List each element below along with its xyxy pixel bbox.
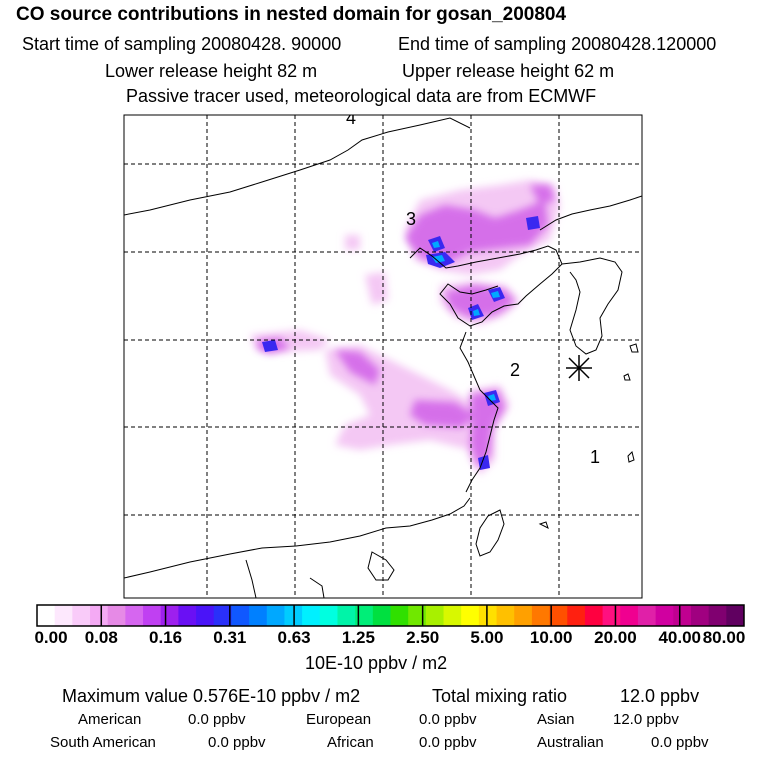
region-label-4: 4	[346, 108, 356, 128]
colorbar-tick-label: 5.00	[470, 628, 504, 647]
colorbar-swatch	[726, 605, 745, 626]
colorbar-swatch	[54, 605, 73, 626]
colorbar-swatch	[655, 605, 674, 626]
colorbar-swatch	[37, 605, 56, 626]
colorbar-tick-label: 0.00	[34, 628, 68, 647]
end-time: End time of sampling 20080428.120000	[398, 34, 717, 54]
colorbar-swatch	[531, 605, 551, 626]
colorbar-swatch	[266, 605, 285, 626]
start-time: Start time of sampling 20080428. 90000	[22, 34, 342, 54]
colorbar-swatch	[231, 605, 250, 626]
colorbar-swatch	[425, 605, 445, 626]
region-label-2: 2	[510, 360, 520, 380]
colorbar-swatch	[496, 605, 515, 626]
colorbar-swatch	[443, 605, 462, 626]
tracer-note: Passive tracer used, meteorological data…	[126, 86, 597, 106]
colorbar-swatch	[514, 605, 533, 626]
total-mixing-ratio-label: Total mixing ratio	[432, 686, 568, 706]
colorbar-swatch	[584, 605, 604, 626]
colorbar-swatch	[567, 605, 586, 626]
colorbar-swatch	[690, 605, 710, 626]
colorbar-swatch	[390, 605, 409, 626]
colorbar-tick-label: 2.50	[406, 628, 440, 647]
colorbar-swatch	[337, 605, 356, 626]
colorbar-swatch	[143, 605, 162, 626]
colorbar-tick-label: 0.16	[148, 628, 183, 647]
colorbar-tick-label: 1.25	[341, 628, 375, 647]
colorbar-tick-label: 0.31	[213, 628, 247, 647]
maximum-value: Maximum value 0.576E-10 ppbv / m2	[62, 686, 361, 706]
graticule	[124, 115, 642, 598]
colorbar-swatch	[178, 605, 197, 626]
colorbar-swatch	[708, 605, 727, 626]
coastlines	[124, 117, 642, 598]
source-value: 0.0 ppbv	[188, 711, 246, 728]
colorbar-swatch	[461, 605, 480, 626]
colorbar-swatch	[673, 605, 692, 626]
colorbar-swatch	[319, 605, 338, 626]
region-label-3: 3	[406, 209, 416, 229]
source-value: 0.0 ppbv	[208, 734, 266, 751]
source-name: European	[306, 711, 372, 728]
colorbar-swatch	[90, 605, 109, 626]
colorbar-tick-label: 80.00	[702, 628, 746, 647]
colorbar-tick-label: 0.08	[84, 628, 118, 647]
source-name: Australian	[537, 734, 604, 751]
colorbar-tick-label: 10.00	[529, 628, 573, 647]
colorbar-swatch	[125, 605, 144, 626]
source-value: 0.0 ppbv	[419, 734, 477, 751]
region-label-1: 1	[590, 447, 600, 467]
colorbar-swatch	[620, 605, 639, 626]
source-name: American	[78, 711, 142, 728]
colorbar-swatch	[160, 605, 179, 626]
colorbar-swatch	[107, 605, 126, 626]
colorbar-dividers	[100, 605, 681, 626]
colorbar-swatch	[196, 605, 215, 626]
upper-release-height: Upper release height 62 m	[402, 61, 615, 81]
source-name: Asian	[537, 711, 575, 728]
source-value: 12.0 ppbv	[613, 711, 679, 728]
colorbar-swatch	[372, 605, 391, 626]
plume-peak	[432, 241, 500, 401]
source-name: African	[327, 734, 374, 751]
colorbar-swatch	[249, 605, 268, 626]
receptor-asterisk-icon	[566, 355, 592, 381]
lower-release-height: Lower release height 82 m	[105, 61, 318, 81]
colorbar-swatch	[478, 605, 498, 626]
colorbar-swatch	[302, 605, 321, 626]
source-name: South American	[50, 734, 156, 751]
colorbar-swatch	[408, 605, 427, 626]
source-value: 0.0 ppbv	[651, 734, 709, 751]
colorbar-frame	[36, 604, 745, 627]
map-title: CO source contributions in nested domain…	[16, 4, 567, 25]
colorbar-tick-label: 40.00	[658, 628, 701, 647]
colorbar	[37, 605, 745, 626]
colorbar-swatch	[213, 605, 232, 626]
map-frame	[123, 114, 643, 599]
source-value: 0.0 ppbv	[419, 711, 477, 728]
total-mixing-ratio-value: 12.0 ppbv	[620, 686, 700, 706]
colorbar-swatch	[549, 605, 568, 626]
colorbar-tick-label: 0.63	[277, 628, 311, 647]
colorbar-tick-label: 20.00	[594, 628, 637, 647]
colorbar-swatch	[72, 605, 91, 626]
colorbar-units: 10E-10 ppbv / m2	[305, 653, 448, 673]
colorbar-swatch	[602, 605, 621, 626]
colorbar-swatch	[355, 605, 374, 626]
colorbar-swatch	[637, 605, 657, 626]
